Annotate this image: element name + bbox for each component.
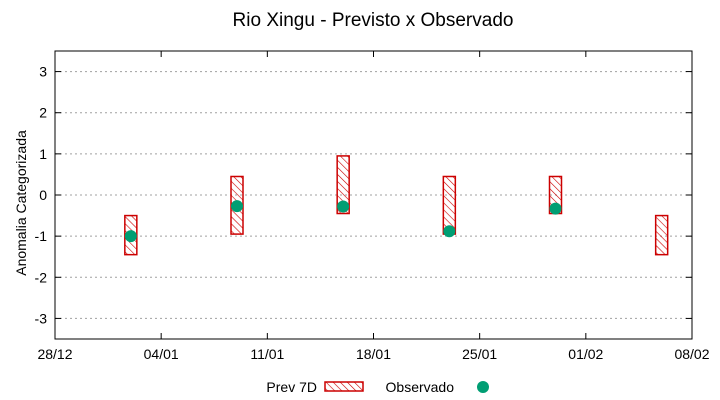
y-tick-label: -1 xyxy=(35,228,48,244)
x-tick-label: 28/12 xyxy=(37,346,72,362)
axis-ticks: -3 -2 -1 0 1 2 3 28/12 04/01 11/01 18/01 25/01 01/02… xyxy=(35,51,710,362)
y-tick-label: 3 xyxy=(39,64,47,80)
x-tick-label: 01/02 xyxy=(568,346,603,362)
forecast-range-bar-6 xyxy=(654,214,669,256)
x-tick-label: 25/01 xyxy=(462,346,497,362)
y-tick-label: -3 xyxy=(35,310,48,326)
x-tick-label: 11/01 xyxy=(250,346,284,362)
y-tick-label: 1 xyxy=(39,146,47,162)
legend: Prev 7D Observado xyxy=(266,379,489,395)
x-tick-label: 18/01 xyxy=(356,346,391,362)
legend-swatch-prev7d xyxy=(324,381,364,392)
legend-label-observado: Observado xyxy=(386,379,455,395)
y-tick-label: -2 xyxy=(35,269,48,285)
observed-point-4 xyxy=(443,225,456,238)
chart-title: Rio Xingu - Previsto x Observado xyxy=(233,10,514,31)
forecast-range-bar-3 xyxy=(336,155,350,215)
legend-swatch-observado xyxy=(477,381,489,393)
x-tick-label: 08/02 xyxy=(674,346,709,362)
legend-label-prev7d: Prev 7D xyxy=(266,379,317,395)
observed-point-2 xyxy=(231,200,243,213)
y-tick-label: 2 xyxy=(39,105,47,121)
y-axis-label: Anomalia Categorizada xyxy=(13,130,29,276)
series xyxy=(124,155,669,256)
observed-point-1 xyxy=(124,230,137,243)
grid xyxy=(55,71,692,319)
y-tick-label: 0 xyxy=(39,187,47,203)
observed-point-5 xyxy=(549,202,562,215)
x-tick-label: 04/01 xyxy=(144,346,179,362)
observed-point-3 xyxy=(337,200,350,213)
